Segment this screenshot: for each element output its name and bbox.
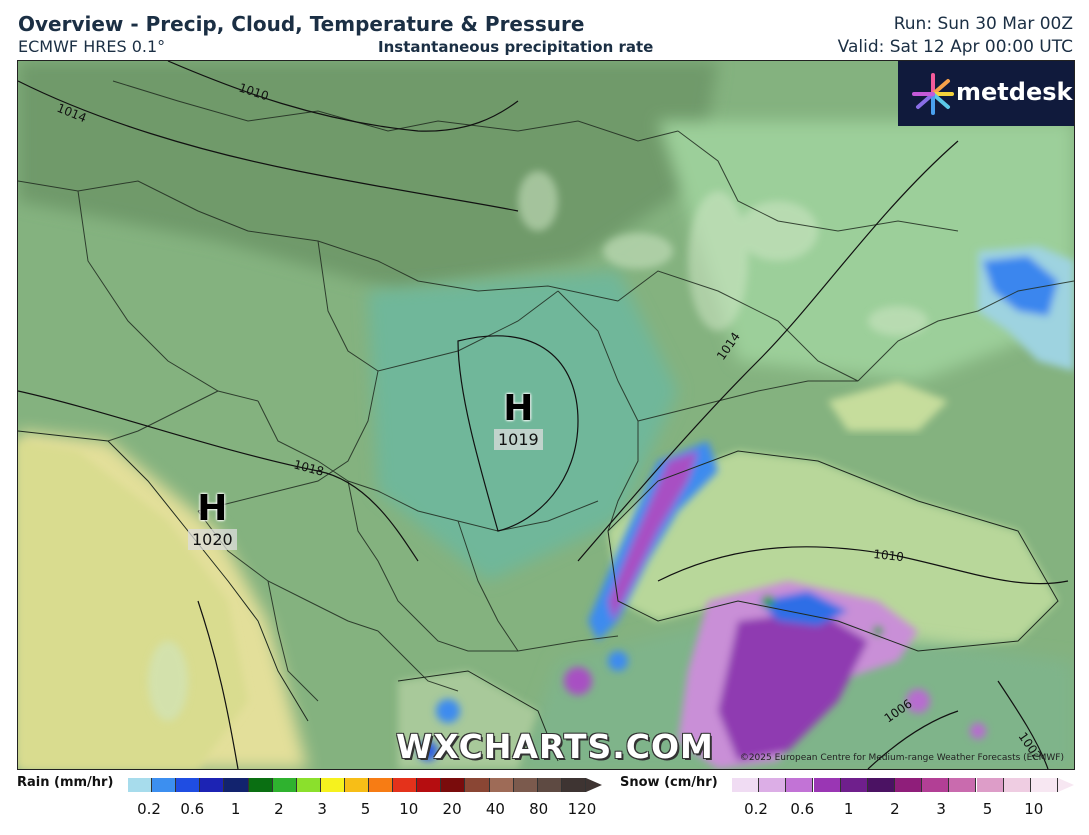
copyright-notice: ©2025 European Centre for Medium-range W… — [739, 753, 1064, 763]
high-pressure-value: 1019 — [494, 429, 543, 450]
colorbar-swatch — [465, 778, 490, 792]
colorbar-tick-label: 0.6 — [180, 800, 205, 818]
colorbar-tick-label: 0.6 — [790, 800, 815, 818]
high-symbol: H — [503, 388, 534, 429]
valid-label: Valid: Sat 12 Apr 00:00 UTC — [837, 37, 1073, 57]
colorbar-tick-label: 20 — [442, 800, 462, 818]
colorbar-swatch — [320, 778, 345, 792]
chart-title: Overview - Precip, Cloud, Temperature & … — [18, 12, 585, 36]
chart-subtitle: Instantaneous precipitation rate — [378, 38, 654, 56]
colorbar-tick-label: 40 — [485, 800, 505, 818]
colorbar-swatch — [272, 778, 297, 792]
metdesk-logo-text: metdesk — [956, 78, 1073, 106]
colorbar-swatch — [200, 778, 225, 792]
map-canvas: 1010 1014 1018 1014 1010 1006 1002 — [18, 61, 1074, 769]
colorbar-swatch — [176, 778, 201, 792]
colorbar-swatch — [128, 778, 153, 792]
colorbar-arrow — [1058, 778, 1074, 792]
colorbar-tick-label: 1 — [230, 800, 241, 818]
colorbar-swatch — [248, 778, 273, 792]
high-pressure-value: 1020 — [188, 529, 237, 550]
colorbar-swatch — [976, 778, 1004, 792]
rain-legend-title: Rain (mm/hr) — [17, 775, 114, 790]
colorbar-tick-label: 0.2 — [744, 800, 768, 818]
isobar-label: 1010 — [873, 547, 905, 564]
colorbar-tick-label: 3 — [936, 800, 946, 818]
colorbar-swatch — [344, 778, 370, 792]
wxcharts-watermark: WXCHARTS.COM — [396, 727, 714, 766]
metdesk-logo-icon — [912, 73, 954, 115]
colorbar-swatch — [840, 778, 868, 792]
colorbar-swatch — [786, 778, 814, 792]
colorbar-swatch — [152, 778, 177, 792]
colorbar-swatch — [1030, 778, 1058, 792]
colorbar-swatch — [561, 778, 586, 792]
colorbar-swatch — [867, 778, 895, 792]
colorbar-tick-label: 80 — [529, 800, 549, 818]
run-label: Run: Sun 30 Mar 00Z — [893, 14, 1073, 34]
colorbar-swatch — [1003, 778, 1031, 792]
colorbar-tick-label: 3 — [317, 800, 327, 818]
colorbar-tick-label: 5 — [360, 800, 371, 818]
colorbar-tick-label: 10 — [399, 800, 419, 818]
high-pressure-marker: H 1019 — [494, 391, 543, 450]
colorbar-swatch — [224, 778, 249, 792]
model-label: ECMWF HRES 0.1° — [18, 37, 166, 56]
colorbar-arrow — [586, 778, 602, 792]
snow-legend-title: Snow (cm/hr) — [620, 775, 718, 790]
metdesk-logo: metdesk — [898, 61, 1074, 126]
colorbar-swatch — [489, 778, 514, 792]
colorbar-swatch — [296, 778, 321, 792]
colorbar-swatch — [393, 778, 418, 792]
colorbar-swatch — [759, 778, 787, 792]
colorbar-swatch — [813, 778, 841, 792]
colorbar-swatch — [922, 778, 950, 792]
colorbar-swatch — [537, 778, 562, 792]
colorbar-swatch — [895, 778, 923, 792]
colorbar-tick-label: 2 — [890, 800, 900, 818]
colorbar-tick-label: 10 — [1024, 800, 1044, 818]
high-symbol: H — [197, 488, 228, 529]
colorbar-tick-label: 120 — [567, 800, 597, 818]
colorbar-swatch — [949, 778, 977, 792]
colorbar-swatch — [369, 778, 394, 792]
colorbar-tick-label: 2 — [274, 800, 284, 818]
weather-map[interactable]: 1010 1014 1018 1014 1010 1006 1002 H 101… — [17, 60, 1075, 770]
colorbar-swatch — [732, 778, 760, 792]
colorbar-tick-label: 0.2 — [137, 800, 161, 818]
colorbar-tick-label: 5 — [982, 800, 993, 818]
colorbar-swatch — [513, 778, 538, 792]
colorbar-tick-label: 1 — [843, 800, 854, 818]
high-pressure-marker: H 1020 — [188, 491, 237, 550]
colorbar-swatch — [441, 778, 466, 792]
colorbar-swatch — [417, 778, 442, 792]
